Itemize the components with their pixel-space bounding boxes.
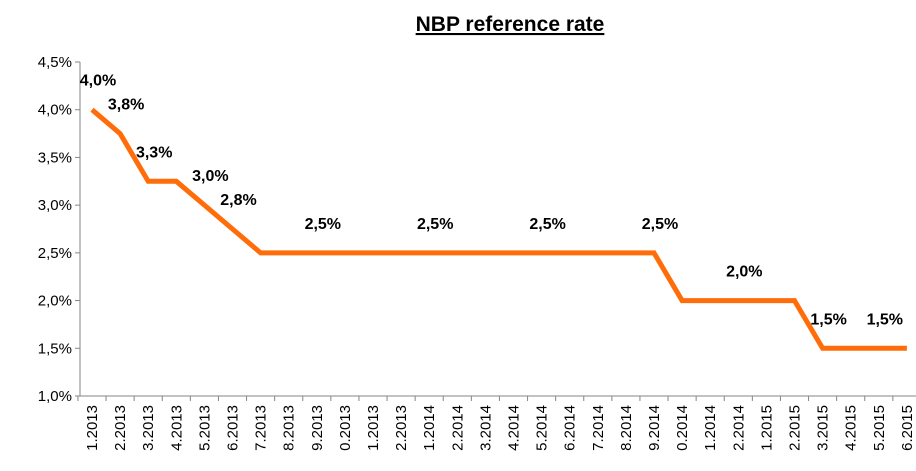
- x-tick-label: 5.2013: [196, 405, 213, 451]
- x-tick-label: 5.2014: [534, 405, 551, 451]
- data-label: 2,5%: [417, 216, 453, 233]
- data-label: 1,5%: [810, 311, 846, 328]
- data-label: 3,0%: [192, 168, 228, 185]
- data-label: 2,8%: [220, 192, 256, 209]
- rate-line: [90, 107, 907, 351]
- x-tick-label: 6.2014: [562, 405, 579, 451]
- x-tick-label: 7.2013: [253, 405, 270, 451]
- x-tick-label: 1.2013: [84, 405, 101, 451]
- x-tick-label: 6.2015: [899, 405, 916, 451]
- y-tick-label: 3,0%: [38, 197, 72, 214]
- data-label: 3,8%: [108, 97, 144, 114]
- x-tick-label: 9.2013: [309, 405, 326, 451]
- y-tick-label: 4,5%: [38, 54, 72, 71]
- x-tick-label: 2.2013: [393, 405, 410, 451]
- x-tick-label: 0.2013: [337, 405, 354, 451]
- y-tick-label: 3,5%: [38, 149, 72, 166]
- data-label: 2,5%: [642, 216, 678, 233]
- x-tick-label: 2.2014: [449, 405, 466, 451]
- y-tick-label: 2,0%: [38, 293, 72, 310]
- y-tick-label: 1,0%: [38, 388, 72, 405]
- x-tick-label: 3.2014: [477, 405, 494, 451]
- y-tick-label: 4,0%: [38, 102, 72, 119]
- x-tick-label: 4.2013: [168, 405, 185, 451]
- x-tick-label: 0.2014: [674, 405, 691, 451]
- x-tick-label: 2.2014: [730, 405, 747, 451]
- data-label: 2,5%: [305, 216, 341, 233]
- x-tick-label: 1.2014: [421, 405, 438, 451]
- x-tick-label: 3.2013: [140, 405, 157, 451]
- data-label: 3,3%: [136, 144, 172, 161]
- x-tick-label: 4.2015: [843, 405, 860, 451]
- x-tick-label: 8.2014: [618, 405, 635, 451]
- x-tick-label: 9.2014: [646, 405, 663, 451]
- data-label: 4,0%: [80, 73, 116, 90]
- data-label: 1,5%: [867, 311, 903, 328]
- y-tick-label: 1,5%: [38, 340, 72, 357]
- x-tick-label: 8.2013: [281, 405, 298, 451]
- x-tick-label: 2.2013: [112, 405, 129, 451]
- data-label: 2,0%: [726, 264, 762, 281]
- x-tick-label: 1.2015: [758, 405, 775, 451]
- y-tick-label: 2,5%: [38, 245, 72, 262]
- x-tick-label: 6.2013: [225, 405, 242, 451]
- x-tick-label: 2.2015: [787, 405, 804, 451]
- chart-title: NBP reference rate: [416, 13, 605, 36]
- x-tick-label: 1.2014: [702, 405, 719, 451]
- x-tick-label: 4.2014: [506, 405, 523, 451]
- x-tick-label: 3.2015: [815, 405, 832, 451]
- x-tick-label: 5.2015: [871, 405, 888, 451]
- data-label: 2,5%: [529, 216, 565, 233]
- x-tick-label: 1.2013: [365, 405, 382, 451]
- x-tick-label: 7.2014: [590, 405, 607, 451]
